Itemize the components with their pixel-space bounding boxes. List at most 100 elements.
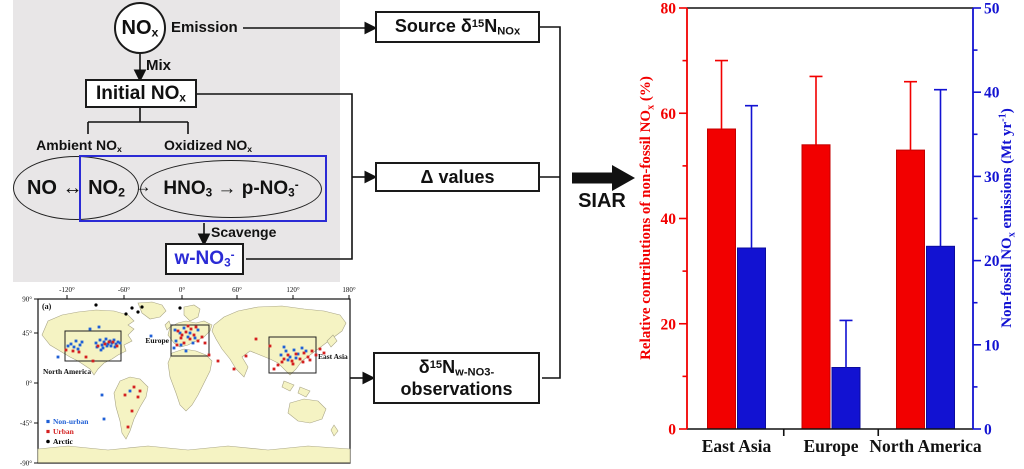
- y-tick-label: 80: [661, 1, 677, 18]
- map-x-tick-label: -120°: [59, 286, 75, 294]
- map-point-urban: [203, 341, 207, 345]
- landmass: [287, 398, 327, 424]
- map-point-urban: [282, 357, 286, 361]
- emission-label: Emission: [171, 19, 238, 36]
- landmass: [330, 424, 339, 437]
- map-point-non_urban: [186, 335, 190, 339]
- map-point-urban: [244, 354, 248, 358]
- siar-arrow-icon: [572, 165, 635, 191]
- map-point-non_urban: [193, 336, 197, 340]
- legend-label-arctic: Arctic: [53, 437, 74, 446]
- map-point-non_urban: [286, 358, 290, 362]
- map-point-urban: [318, 347, 322, 351]
- map-point-non_urban: [106, 342, 110, 346]
- map-point-non_urban: [98, 338, 102, 342]
- map-point-urban: [290, 359, 294, 363]
- map-point-non_urban: [292, 348, 296, 352]
- map-point-non_urban: [114, 342, 118, 346]
- map-point-urban: [126, 425, 130, 429]
- nox-label: NOx: [121, 16, 159, 40]
- map-point-non_urban: [78, 343, 82, 347]
- x-category-label: Europe: [803, 436, 858, 456]
- map-point-non_urban: [184, 349, 188, 353]
- map-point-urban: [130, 409, 134, 413]
- landmass: [41, 309, 135, 376]
- ambient-nox-label: Ambient NOx: [36, 137, 122, 154]
- region-box-europe: [170, 324, 210, 357]
- bar-east-asia-right: [737, 247, 766, 430]
- landmass: [211, 305, 347, 378]
- map-point-urban: [294, 352, 298, 356]
- oxidized-nox-label: Oxidized NOx: [163, 137, 253, 154]
- map-point-non_urban: [128, 389, 132, 393]
- error-bar-east-asia-left: [715, 59, 728, 129]
- map-point-non_urban: [178, 331, 182, 335]
- no-no2-ellipse: NO ↔ NO2: [13, 156, 139, 220]
- hno3-pno3-ellipse: HNO3 → p-NO3-: [140, 160, 322, 218]
- map-point-non_urban: [288, 355, 292, 359]
- observations-box: δ15Nw-NO3- observations: [373, 352, 540, 404]
- map-point-urban: [188, 337, 192, 341]
- map-point-urban: [272, 367, 276, 371]
- initial-nox-node: Initial NOx: [85, 79, 197, 108]
- map-point-urban: [232, 367, 236, 371]
- map-point-non_urban: [74, 339, 78, 343]
- map-point-non_urban: [88, 327, 92, 331]
- map-point-non_urban: [80, 340, 84, 344]
- legend-label-urban: Urban: [53, 427, 75, 436]
- map-point-non_urban: [113, 345, 117, 349]
- landmass: [37, 445, 351, 463]
- map-point-non_urban: [173, 328, 177, 332]
- landmass: [137, 301, 167, 320]
- oxidation-highlight-rect: [79, 155, 327, 222]
- y-tick-label: 40: [984, 85, 1000, 102]
- map-point-non_urban: [191, 341, 195, 345]
- map-point-non_urban: [100, 393, 104, 397]
- map-point-non_urban: [101, 346, 105, 350]
- landmass: [183, 304, 201, 322]
- map-point-urban: [115, 344, 119, 348]
- map-point-non_urban: [72, 345, 76, 349]
- legend-label-non-urban: Non-urban: [53, 417, 89, 426]
- map-point-urban: [200, 335, 204, 339]
- map-point-non_urban: [97, 325, 101, 329]
- legend-marker-urban: [46, 429, 50, 434]
- map-point-non_urban: [149, 334, 153, 338]
- map-point-urban: [91, 359, 95, 363]
- map-point-non_urban: [100, 343, 104, 347]
- map-point-non_urban: [69, 342, 73, 346]
- delta-values-label: Δ values: [420, 166, 495, 187]
- bar-north-america-right: [926, 245, 955, 430]
- region-label-north-america: North America: [43, 367, 91, 376]
- map-point-arctic: [94, 303, 98, 307]
- error-bar-europe-left: [809, 75, 823, 145]
- y-tick-label: 40: [661, 211, 677, 228]
- region-label-east-asia: East Asia: [318, 352, 348, 361]
- legend-marker-arctic: [46, 439, 50, 444]
- map-point-urban: [84, 355, 88, 359]
- delta-values-box: Δ values: [375, 162, 540, 192]
- y-tick-label: 60: [661, 106, 677, 123]
- map-y-tick-label: -90°: [20, 459, 32, 467]
- x-category-label: East Asia: [702, 436, 772, 456]
- map-point-non_urban: [112, 338, 116, 342]
- map-point-arctic: [140, 305, 144, 309]
- map-point-urban: [111, 340, 115, 344]
- map-point-non_urban: [179, 343, 183, 347]
- map-point-urban: [138, 389, 142, 393]
- observations-label-line2: observations: [400, 378, 513, 399]
- map-point-urban: [176, 329, 180, 333]
- map-point-urban: [286, 353, 290, 357]
- map-point-non_urban: [284, 349, 288, 353]
- landmass: [297, 386, 311, 398]
- map-point-urban: [96, 344, 100, 348]
- map-point-urban: [77, 350, 81, 354]
- map-point-urban: [182, 341, 186, 345]
- map-x-tick-label: 0°: [179, 286, 186, 294]
- map-point-urban: [136, 395, 140, 399]
- map-point-non_urban: [76, 347, 80, 351]
- map-plot-area: North America Europe East Asia (a) Non-urban…: [37, 298, 351, 464]
- bar-chart: 0 20 40 60 80 0 10 20 30 40 50 East Asia Europe North…: [638, 1, 1017, 457]
- landmass: [326, 334, 338, 348]
